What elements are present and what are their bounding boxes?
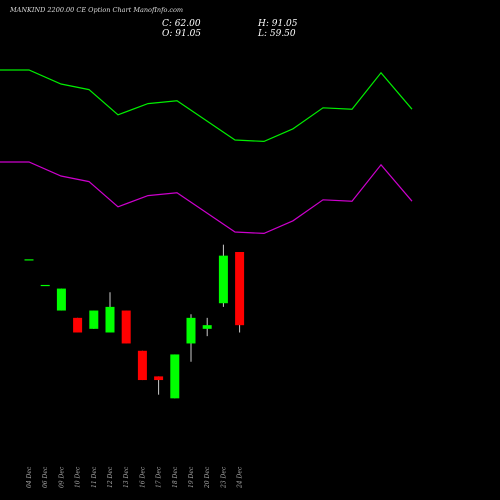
candle-down xyxy=(235,252,245,326)
candle-up xyxy=(40,284,50,287)
x-tick-label: 12 Dec xyxy=(107,466,114,488)
x-tick-label: 06 Dec xyxy=(42,466,49,488)
lower-band-line xyxy=(0,161,413,235)
x-tick-label: 10 Dec xyxy=(75,466,82,488)
candle-up xyxy=(218,255,228,304)
candle-up xyxy=(105,306,115,333)
indicator-lines xyxy=(0,69,413,235)
x-tick-label: 24 Dec xyxy=(237,466,244,489)
candle-up xyxy=(170,354,180,399)
high-value: H: 91.05 xyxy=(258,19,298,29)
x-tick-label: 17 Dec xyxy=(156,466,163,488)
candle-down xyxy=(121,310,131,344)
candle-up xyxy=(202,325,212,329)
x-tick-label: 16 Dec xyxy=(139,466,146,488)
x-tick-label: 19 Dec xyxy=(188,466,195,488)
candle-up xyxy=(24,259,34,261)
x-tick-label: 20 Dec xyxy=(204,466,211,489)
low-value: L: 59.50 xyxy=(258,29,296,39)
candle-down xyxy=(154,376,164,381)
close-value: C: 62.00 xyxy=(162,19,201,29)
x-tick-label: 09 Dec xyxy=(58,466,65,488)
candle-up xyxy=(56,288,66,311)
x-axis-tick-labels: 04 Dec 06 Dec 09 Dec 10 Dec 11 Dec 12 Dec 13 D… xyxy=(26,466,244,489)
x-tick-label: 11 Dec xyxy=(91,466,98,488)
candle-up xyxy=(89,310,99,329)
candle-down xyxy=(73,317,83,333)
candles xyxy=(24,244,245,399)
chart-title: MANKIND 2200.00 CE Option Chart ManofInf… xyxy=(10,6,184,14)
open-value: O: 91.05 xyxy=(162,29,202,39)
candle-up xyxy=(186,317,196,344)
upper-band-line xyxy=(0,69,413,143)
candle-down xyxy=(137,350,147,381)
x-tick-label: 04 Dec xyxy=(26,466,33,488)
x-tick-label: 13 Dec xyxy=(123,466,130,488)
x-tick-label: 23 Dec xyxy=(220,466,227,489)
x-tick-label: 18 Dec xyxy=(172,466,179,488)
